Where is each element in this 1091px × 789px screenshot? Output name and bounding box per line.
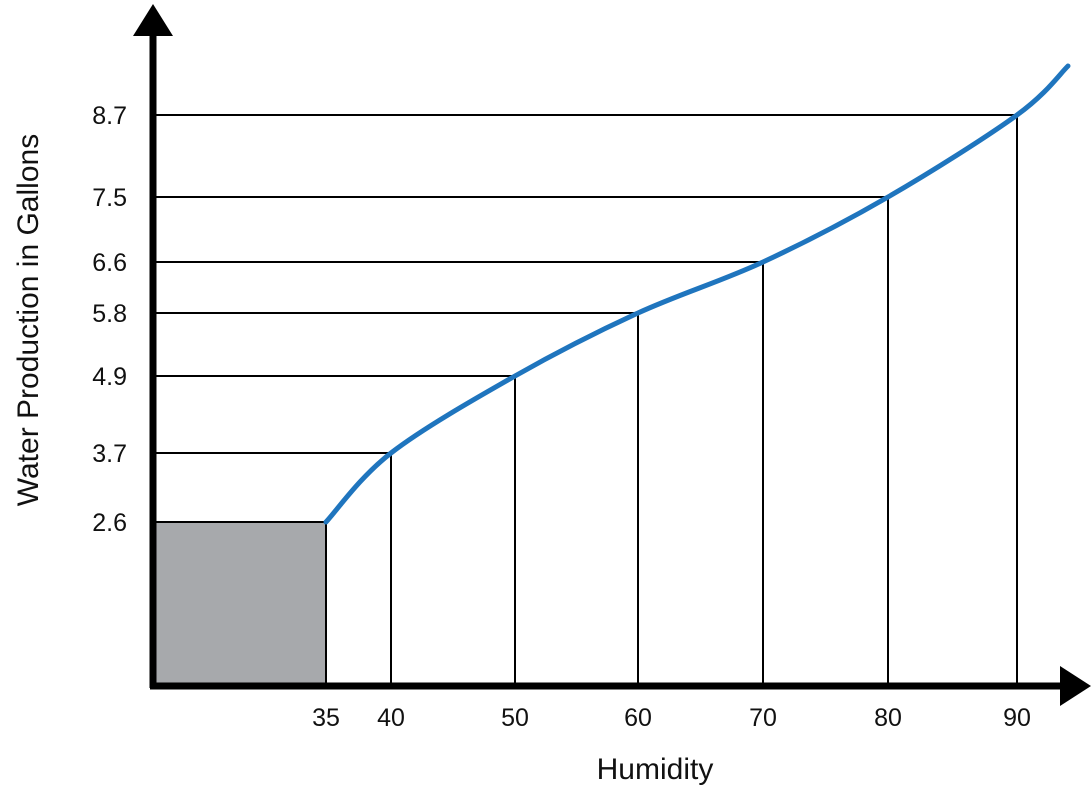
y-tick-label: 3.7 — [92, 440, 127, 468]
x-tick-label: 60 — [624, 704, 652, 732]
guide-lines — [153, 114, 1018, 686]
y-tick-label: 7.5 — [92, 184, 127, 212]
y-axis-title: Water Production in Gallons — [12, 134, 45, 506]
x-tick-label: 70 — [749, 704, 777, 732]
y-tick-label: 5.8 — [92, 300, 127, 328]
series-line — [323, 63, 1071, 525]
x-tick-label: 80 — [874, 704, 902, 732]
y-tick-labels: 2.6 3.7 4.9 5.8 6.6 7.5 8.7 — [92, 102, 127, 537]
y-tick-label: 2.6 — [92, 509, 127, 537]
x-tick-label: 50 — [501, 704, 529, 732]
axes — [133, 4, 1091, 706]
x-axis-arrow — [1060, 666, 1091, 706]
y-tick-label: 6.6 — [92, 249, 127, 277]
y-tick-label: 4.9 — [92, 363, 127, 391]
x-tick-labels: 35 40 50 60 70 80 90 — [312, 704, 1031, 732]
y-tick-label: 8.7 — [92, 102, 127, 130]
x-tick-label: 40 — [377, 704, 405, 732]
x-tick-label: 90 — [1003, 704, 1031, 732]
x-axis-title: Humidity — [597, 753, 714, 786]
x-tick-label: 35 — [312, 704, 340, 732]
shaded-region — [152, 521, 327, 687]
y-axis-arrow — [133, 4, 173, 36]
